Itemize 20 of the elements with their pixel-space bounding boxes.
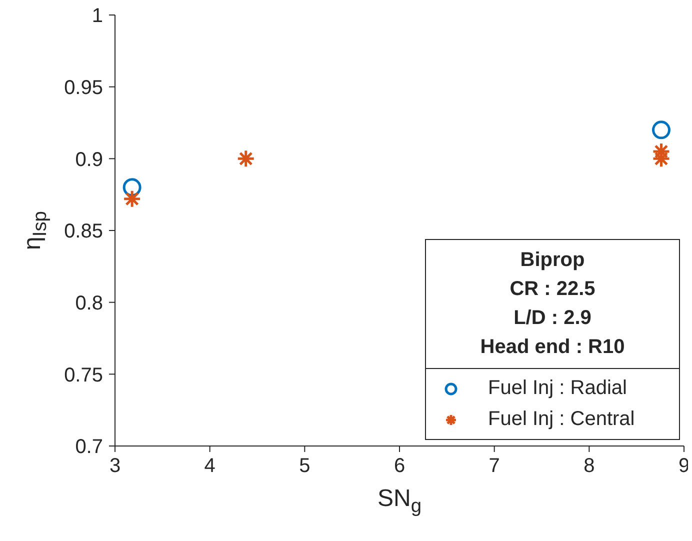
- y-tick-label: 0.7: [75, 436, 103, 458]
- legend-label: Fuel Inj : Radial: [488, 377, 627, 400]
- x-tick-label: 7: [488, 455, 500, 478]
- legend-label: Fuel Inj : Central: [488, 408, 635, 431]
- y-tick-label: 0.9: [75, 148, 103, 171]
- legend-title: Biprop CR : 22.5 L/D : 2.9 Head end : R10: [479, 248, 626, 360]
- y-tick-label: 1: [92, 5, 103, 28]
- x-tick-label: 8: [584, 455, 595, 478]
- x-tick-label: 4: [204, 455, 216, 478]
- x-axis-title: SN$_{g}$: [377, 485, 422, 517]
- x-tick-label: 6: [394, 455, 406, 478]
- y-tick-label: 0.75: [64, 364, 103, 386]
- x-tick-label: 3: [109, 455, 121, 478]
- y-tick-label: 0.8: [75, 292, 103, 314]
- y-tick-label: 0.85: [64, 220, 103, 243]
- x-tick-label: 5: [299, 455, 310, 478]
- point: [236, 149, 256, 168]
- point: [122, 190, 142, 208]
- y-tick-label: 0.95: [64, 76, 103, 99]
- point: [652, 120, 670, 140]
